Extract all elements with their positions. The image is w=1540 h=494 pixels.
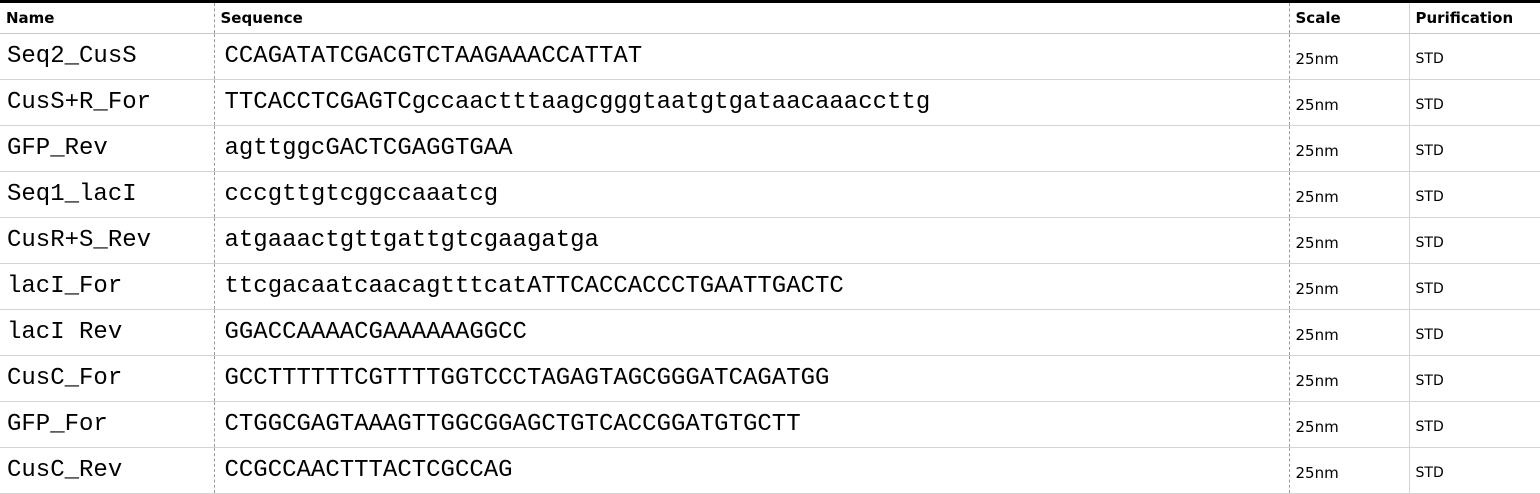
cell-scale[interactable]: 25nm xyxy=(1289,33,1410,80)
cell-scale[interactable]: 25nm xyxy=(1289,217,1410,264)
cell-name[interactable]: lacI_For xyxy=(0,263,215,310)
table-row: lacI_For ttcgacaatcaacagtttcatATTCACCACC… xyxy=(0,263,1540,310)
cell-name[interactable]: CusC_For xyxy=(0,355,215,402)
cell-purification[interactable]: STD xyxy=(1409,401,1540,448)
header-name[interactable]: Name xyxy=(0,3,215,34)
table-row: Seq2_CusS CCAGATATCGACGTCTAAGAAACCATTAT … xyxy=(0,33,1540,80)
header-purification[interactable]: Purification xyxy=(1409,3,1540,34)
cell-sequence[interactable]: TTCACCTCGAGTCgccaactttaagcgggtaatgtgataa… xyxy=(214,79,1290,126)
cell-name[interactable]: GFP_For xyxy=(0,401,215,448)
cell-scale[interactable]: 25nm xyxy=(1289,401,1410,448)
cell-name[interactable]: CusC_Rev xyxy=(0,447,215,494)
cell-sequence[interactable]: GGACCAAAACGAAAAAAGGCC xyxy=(214,309,1290,356)
cell-name[interactable]: GFP_Rev xyxy=(0,125,215,172)
cell-scale[interactable]: 25nm xyxy=(1289,263,1410,310)
cell-sequence[interactable]: CCAGATATCGACGTCTAAGAAACCATTAT xyxy=(214,33,1290,80)
cell-sequence[interactable]: CTGGCGAGTAAAGTTGGCGGAGCTGTCACCGGATGTGCTT xyxy=(214,401,1290,448)
cell-name[interactable]: CusR+S_Rev xyxy=(0,217,215,264)
cell-purification[interactable]: STD xyxy=(1409,125,1540,172)
cell-scale[interactable]: 25nm xyxy=(1289,309,1410,356)
table-row: GFP_Rev agttggcGACTCGAGGTGAA 25nm STD xyxy=(0,125,1540,172)
cell-name[interactable]: lacI Rev xyxy=(0,309,215,356)
header-sequence[interactable]: Sequence xyxy=(214,3,1290,34)
cell-purification[interactable]: STD xyxy=(1409,171,1540,218)
cell-scale[interactable]: 25nm xyxy=(1289,447,1410,494)
cell-sequence[interactable]: cccgttgtcggccaaatcg xyxy=(214,171,1290,218)
oligo-order-table: Name Sequence Scale Purification Seq2_Cu… xyxy=(0,3,1540,494)
cell-name[interactable]: CusS+R_For xyxy=(0,79,215,126)
table-row: CusC_Rev CCGCCAACTTTACTCGCCAG 25nm STD xyxy=(0,447,1540,494)
cell-sequence[interactable]: atgaaactgttgattgtcgaagatga xyxy=(214,217,1290,264)
cell-sequence[interactable]: ttcgacaatcaacagtttcatATTCACCACCCTGAATTGA… xyxy=(214,263,1290,310)
header-scale[interactable]: Scale xyxy=(1289,3,1410,34)
cell-scale[interactable]: 25nm xyxy=(1289,355,1410,402)
cell-sequence[interactable]: CCGCCAACTTTACTCGCCAG xyxy=(214,447,1290,494)
cell-purification[interactable]: STD xyxy=(1409,263,1540,310)
cell-scale[interactable]: 25nm xyxy=(1289,171,1410,218)
table-row: CusR+S_Rev atgaaactgttgattgtcgaagatga 25… xyxy=(0,217,1540,264)
cell-scale[interactable]: 25nm xyxy=(1289,125,1410,172)
cell-purification[interactable]: STD xyxy=(1409,355,1540,402)
table-row: CusC_For GCCTTTTTTCGTTTTGGTCCCTAGAGTAGCG… xyxy=(0,355,1540,402)
cell-purification[interactable]: STD xyxy=(1409,217,1540,264)
table-row: lacI Rev GGACCAAAACGAAAAAAGGCC 25nm STD xyxy=(0,309,1540,356)
cell-sequence[interactable]: GCCTTTTTTCGTTTTGGTCCCTAGAGTAGCGGGATCAGAT… xyxy=(214,355,1290,402)
cell-purification[interactable]: STD xyxy=(1409,309,1540,356)
cell-purification[interactable]: STD xyxy=(1409,79,1540,126)
table-row: CusS+R_For TTCACCTCGAGTCgccaactttaagcggg… xyxy=(0,79,1540,126)
table-row: GFP_For CTGGCGAGTAAAGTTGGCGGAGCTGTCACCGG… xyxy=(0,401,1540,448)
table-row: Seq1_lacI cccgttgtcggccaaatcg 25nm STD xyxy=(0,171,1540,218)
cell-sequence[interactable]: agttggcGACTCGAGGTGAA xyxy=(214,125,1290,172)
cell-scale[interactable]: 25nm xyxy=(1289,79,1410,126)
cell-name[interactable]: Seq1_lacI xyxy=(0,171,215,218)
cell-name[interactable]: Seq2_CusS xyxy=(0,33,215,80)
cell-purification[interactable]: STD xyxy=(1409,33,1540,80)
header-row: Name Sequence Scale Purification xyxy=(0,3,1540,34)
cell-purification[interactable]: STD xyxy=(1409,447,1540,494)
